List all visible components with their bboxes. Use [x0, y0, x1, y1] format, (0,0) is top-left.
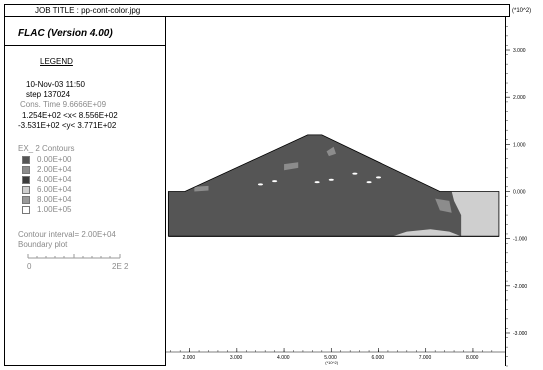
x-tick-label-1: 3.000	[230, 355, 243, 361]
y-range: -3.531E+02 <y< 3.771E+02	[18, 121, 117, 130]
x-tick-label-2: 4.000	[277, 355, 290, 361]
contours-title: EX_ 2 Contours	[18, 144, 75, 153]
boundary-plot-label: Boundary plot	[18, 240, 68, 249]
cons-time: Cons. Time 9.6666E+09	[20, 100, 107, 109]
job-title: JOB TITLE : pp-cont-color.jpg	[4, 4, 510, 17]
plot-area	[166, 17, 506, 366]
y-tick-label-5: -2.000	[513, 284, 527, 290]
contour-speck-4	[352, 172, 358, 175]
contour-swatch-0	[22, 156, 30, 164]
x-tick-label-3: 5.000	[324, 355, 337, 361]
boundary-outline	[167, 134, 500, 237]
contour-zone-light-right	[451, 191, 499, 237]
x-tick-label-0: 2.000	[183, 355, 196, 361]
run-step: step 137024	[26, 90, 71, 99]
y-tick-label-3: 0.000	[513, 190, 526, 196]
contour-patch-3	[194, 185, 209, 192]
y-tick-label-0: 3.000	[513, 48, 526, 54]
scale-bar	[27, 254, 121, 259]
contour-swatch-3	[22, 186, 30, 194]
contour-speck-1	[272, 180, 278, 183]
scale-max: 2E 2	[112, 262, 129, 271]
legend-title: LEGEND	[40, 57, 73, 66]
contour-swatch-4	[22, 196, 30, 204]
contour-interval: Contour interval= 2.00E+04	[18, 230, 116, 239]
contour-label-1: 2.00E+04	[37, 165, 72, 174]
contour-speck-3	[328, 178, 334, 181]
program-title: FLAC (Version 4.00)	[18, 28, 113, 39]
y-tick-label-1: 2.000	[513, 95, 526, 101]
contour-patch-1	[284, 162, 299, 171]
model-body	[168, 134, 499, 237]
contour-speck-6	[376, 176, 381, 179]
y-exponent-label: (*10^2)	[512, 8, 532, 14]
y-tick-label-6: -3.000	[513, 331, 527, 337]
contour-label-5: 1.00E+05	[37, 205, 72, 214]
contour-swatch-1	[22, 166, 30, 174]
contour-label-4: 8.00E+04	[37, 195, 72, 204]
contour-label-0: 0.00E+00	[37, 155, 72, 164]
scale-min: 0	[27, 262, 32, 271]
contour-swatch-2	[22, 176, 30, 184]
contour-speck-5	[366, 181, 372, 184]
contour-swatch-5	[22, 206, 30, 214]
contour-label-2: 4.00E+04	[37, 175, 72, 184]
x-exponent-label: (*10^2)	[325, 360, 338, 365]
x-tick-label-5: 7.000	[419, 355, 432, 361]
contour-speck-2	[314, 181, 320, 184]
y-tick-label-2: 1.000	[513, 142, 526, 148]
contour-zone-light-bottom	[392, 229, 462, 237]
x-tick-label-6: 8.000	[466, 355, 479, 361]
contour-patch-2	[326, 146, 336, 157]
y-tick-label-4: -1.000	[513, 237, 527, 243]
contour-label-3: 6.00E+04	[37, 185, 72, 194]
run-date: 10-Nov-03 11:50	[26, 80, 85, 89]
legend-panel	[4, 17, 166, 366]
x-range: 1.254E+02 <x< 8.556E+02	[22, 111, 118, 120]
model-plot: 3.000 2.000 1.000 0.000 -1.000 -2.000 -3.000 2.…	[166, 26, 527, 367]
x-tick-label-4: 6.000	[372, 355, 385, 361]
contour-speck-0	[257, 183, 263, 186]
contour-patch-4	[435, 198, 452, 213]
legend-separator	[4, 45, 166, 46]
